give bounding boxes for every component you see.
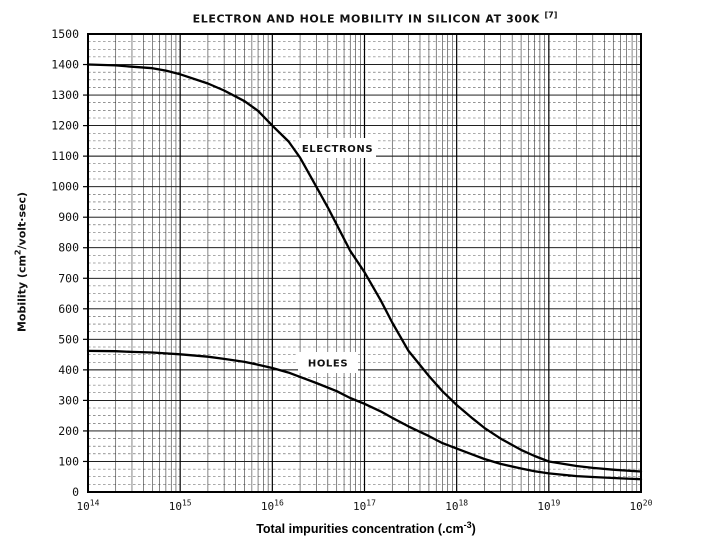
x-tick-label: 1014 [77,499,100,514]
y-tick-label: 600 [58,302,79,316]
electrons-curve-label: ELECTRONS [302,144,373,155]
y-tick-label: 1500 [51,27,79,41]
chart-title-text: ELECTRON AND HOLE MOBILITY IN SILICON AT… [192,12,541,26]
y-tick-label: 200 [58,424,79,438]
x-axis-label: Total impurities concentration (.cm-3) [256,519,476,537]
y-tick-label: 1000 [51,180,79,194]
chart-title: ELECTRON AND HOLE MOBILITY IN SILICON AT… [193,11,558,26]
plot-frame [87,33,642,493]
x-tick-label: 1020 [630,499,653,514]
y-tick-label: 1300 [51,88,79,102]
y-tick-label: 400 [58,363,79,377]
holes-curve-label: HOLES [308,359,348,370]
y-tick-label: 1400 [51,58,79,72]
y-tick-label: 500 [58,332,79,346]
y-tick-label: 0 [72,485,79,499]
y-tick-label: 1200 [51,119,79,133]
y-tick-label: 100 [58,454,79,468]
x-tick-label: 1019 [537,499,560,514]
y-tick-label: 900 [58,210,79,224]
y-axis-label: Mobility (cm2/volt·sec) [13,191,29,333]
electrons-label-box [299,138,376,158]
y-tick-label: 700 [58,271,79,285]
x-tick-label: 1018 [445,499,468,514]
electrons-curve [86,63,643,473]
holes-label-box [298,352,358,373]
holes-curve [86,349,643,481]
x-tick-label: 1016 [261,499,284,514]
chart-title-reference: [7] [544,10,558,20]
y-tick-label: 1100 [51,149,79,163]
x-tick-label: 1017 [353,499,376,514]
y-tick-label: 800 [58,241,79,255]
x-tick-label: 1015 [169,499,192,514]
y-tick-label: 300 [58,393,79,407]
